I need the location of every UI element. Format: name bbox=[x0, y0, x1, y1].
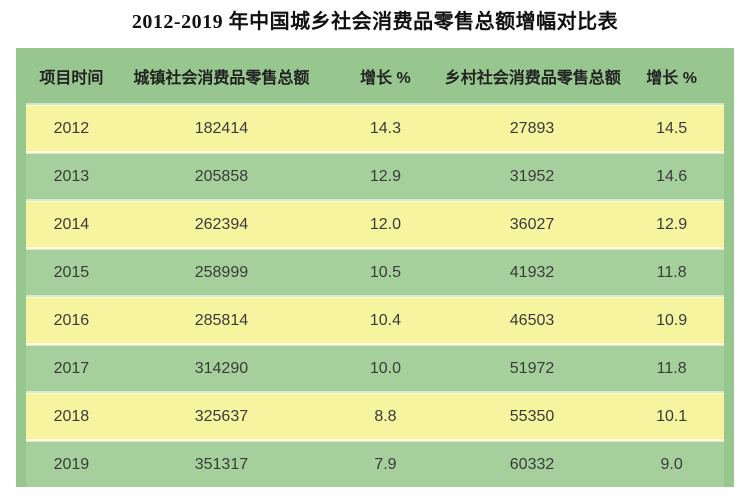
cell-urban-growth: 10.5 bbox=[369, 263, 402, 281]
cell-year: 2016 bbox=[53, 311, 90, 329]
table-row: 2016 285814 10.4 46503 10.9 bbox=[26, 296, 724, 345]
cell-urban-total: 285814 bbox=[194, 311, 249, 329]
cell-year: 2018 bbox=[53, 407, 90, 425]
header-cell-urban-total: 城镇社会消费品零售总额 bbox=[133, 69, 310, 87]
cell-year: 2013 bbox=[53, 167, 90, 185]
table-row: 2017 314290 10.0 51972 11.8 bbox=[26, 344, 724, 393]
cell-urban-growth: 14.3 bbox=[369, 119, 402, 137]
cell-urban-growth: 12.0 bbox=[369, 215, 402, 233]
cell-rural-total: 60332 bbox=[509, 455, 555, 473]
cell-rural-total: 46503 bbox=[509, 311, 555, 329]
cell-rural-growth: 11.8 bbox=[656, 359, 687, 377]
cell-urban-growth: 12.9 bbox=[369, 167, 402, 185]
header-cell-rural-growth: 增长 % bbox=[646, 69, 697, 87]
cell-urban-growth: 7.9 bbox=[374, 455, 397, 473]
cell-rural-total: 36027 bbox=[509, 215, 555, 233]
header-cell-rural-total: 乡村社会消费品零售总额 bbox=[444, 69, 621, 87]
table-body: 2012 182414 14.3 27893 14.5 2013 205858 … bbox=[26, 104, 724, 487]
comparison-table: 项目时间 城镇社会消费品零售总额 增长 % 乡村社会消费品零售总额 增长 % 2… bbox=[26, 48, 724, 487]
cell-urban-total: 262394 bbox=[194, 215, 249, 233]
cell-year: 2017 bbox=[53, 359, 90, 377]
table-row: 2014 262394 12.0 36027 12.9 bbox=[26, 200, 724, 249]
cell-urban-growth: 8.8 bbox=[374, 407, 397, 425]
cell-rural-total: 31952 bbox=[509, 167, 555, 185]
cell-rural-total: 41932 bbox=[509, 263, 555, 281]
table-row: 2015 258999 10.5 41932 11.8 bbox=[26, 248, 724, 297]
table-row: 2019 351317 7.9 60332 9.0 bbox=[26, 440, 724, 487]
cell-year: 2015 bbox=[53, 263, 90, 281]
header-cell-period: 项目时间 bbox=[39, 69, 104, 87]
cell-rural-growth: 14.5 bbox=[656, 119, 688, 137]
cell-rural-total: 55350 bbox=[509, 407, 555, 425]
cell-year: 2014 bbox=[53, 215, 90, 233]
table-row: 2013 205858 12.9 31952 14.6 bbox=[26, 152, 724, 201]
cell-year: 2012 bbox=[53, 119, 90, 137]
cell-urban-total: 351317 bbox=[194, 455, 249, 473]
table-row: 2018 325637 8.8 55350 10.1 bbox=[26, 392, 724, 441]
cell-rural-growth: 10.1 bbox=[656, 407, 688, 425]
cell-rural-total: 27893 bbox=[509, 119, 555, 137]
cell-rural-growth: 10.9 bbox=[656, 311, 688, 329]
cell-urban-total: 205858 bbox=[194, 167, 249, 185]
table-row: 2012 182414 14.3 27893 14.5 bbox=[26, 104, 724, 153]
cell-urban-total: 258999 bbox=[194, 263, 249, 281]
cell-urban-total: 182414 bbox=[194, 119, 249, 137]
comparison-table-frame: 项目时间 城镇社会消费品零售总额 增长 % 乡村社会消费品零售总额 增长 % 2… bbox=[16, 48, 734, 487]
header-row: 项目时间 城镇社会消费品零售总额 增长 % 乡村社会消费品零售总额 增长 % bbox=[26, 48, 724, 105]
cell-year: 2019 bbox=[53, 455, 90, 473]
table-header: 项目时间 城镇社会消费品零售总额 增长 % 乡村社会消费品零售总额 增长 % bbox=[26, 48, 724, 105]
cell-rural-growth: 14.6 bbox=[656, 167, 688, 185]
cell-rural-total: 51972 bbox=[509, 359, 555, 377]
header-cell-urban-growth: 增长 % bbox=[360, 69, 411, 87]
cell-rural-growth: 12.9 bbox=[656, 215, 688, 233]
page-title: 2012-2019 年中国城乡社会消费品零售总额增幅对比表 bbox=[131, 11, 619, 33]
cell-urban-total: 314290 bbox=[194, 359, 249, 377]
cell-urban-total: 325637 bbox=[194, 407, 249, 425]
cell-rural-growth: 11.8 bbox=[656, 263, 687, 281]
cell-rural-growth: 9.0 bbox=[660, 455, 683, 473]
cell-urban-growth: 10.0 bbox=[369, 359, 402, 377]
cell-urban-growth: 10.4 bbox=[369, 311, 402, 329]
